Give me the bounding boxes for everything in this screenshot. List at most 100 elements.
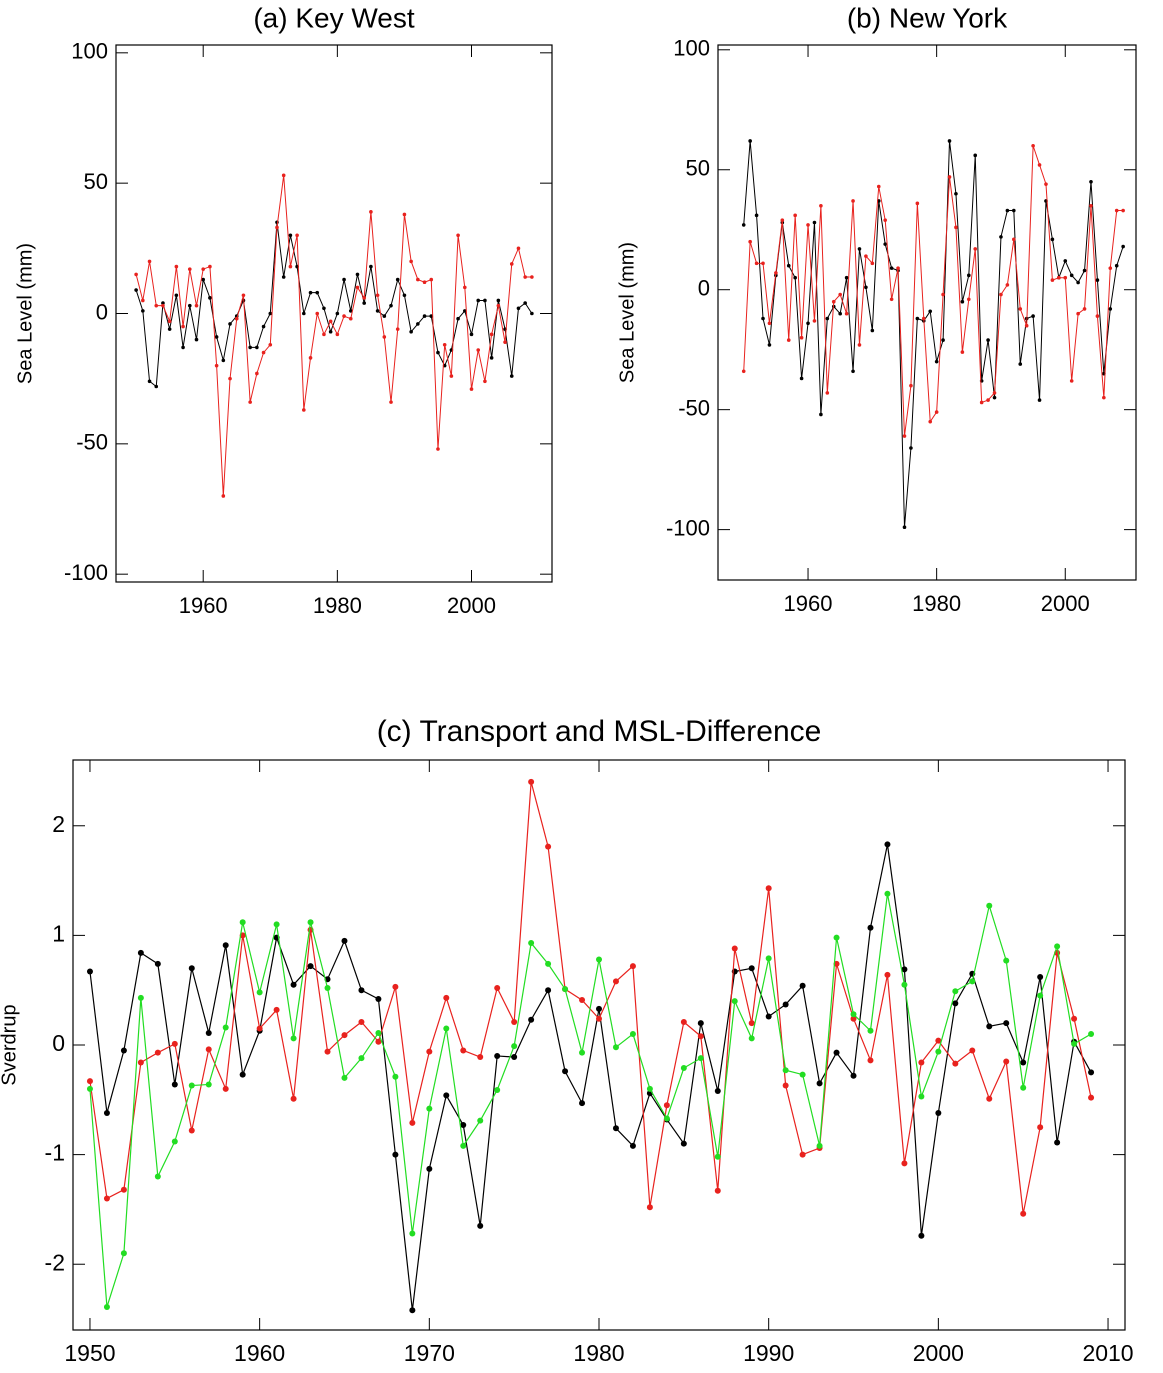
data-point (460, 1122, 467, 1129)
data-point (205, 1029, 212, 1036)
data-point (134, 272, 138, 277)
plot-frame (72, 759, 1126, 1331)
data-point (1005, 208, 1010, 213)
data-point (1069, 273, 1074, 278)
data-point (362, 296, 366, 300)
data-point (952, 1060, 959, 1067)
y-tick-label: 1 (52, 920, 65, 946)
data-point (86, 1078, 93, 1085)
data-point (315, 311, 320, 316)
data-point (281, 275, 286, 279)
data-point (187, 303, 192, 308)
data-point (395, 327, 400, 331)
y-tick-label: 0 (698, 276, 710, 301)
data-point (137, 1059, 144, 1066)
data-point (221, 358, 226, 363)
data-point (1020, 1084, 1027, 1091)
data-point (969, 1047, 976, 1054)
data-point (281, 173, 286, 178)
data-point (928, 309, 933, 314)
data-point (960, 299, 965, 304)
data-point (697, 1033, 704, 1040)
data-point (825, 316, 830, 321)
data-point (973, 153, 978, 158)
data-point (348, 309, 353, 313)
data-point (867, 1057, 874, 1064)
data-point (967, 273, 971, 278)
data-point (256, 989, 263, 996)
data-point (214, 363, 219, 368)
data-point (870, 261, 875, 266)
data-point (793, 275, 797, 280)
data-point (714, 1088, 721, 1095)
data-point (806, 321, 810, 326)
data-point (496, 303, 501, 308)
data-point (476, 348, 481, 352)
data-point (947, 139, 952, 143)
x-tick-label: 2010 (1082, 1340, 1133, 1366)
data-point (375, 995, 382, 1002)
data-point (767, 343, 772, 347)
data-point (973, 247, 978, 251)
data-point (477, 1117, 484, 1124)
data-point (867, 1027, 874, 1034)
data-point (171, 1040, 178, 1047)
data-point (1089, 203, 1093, 208)
data-point (901, 1160, 908, 1167)
data-point (748, 139, 752, 143)
data-point (761, 316, 765, 321)
data-point (741, 369, 746, 374)
data-point (1063, 259, 1068, 263)
data-point (1054, 943, 1061, 950)
plot-frame (115, 44, 553, 583)
data-point (851, 369, 855, 374)
data-point (426, 1165, 433, 1172)
data-point (799, 335, 804, 340)
data-point (629, 1142, 636, 1149)
data-point (268, 342, 273, 347)
data-point (714, 1187, 721, 1194)
data-point (819, 203, 823, 208)
data-point (161, 301, 165, 305)
data-point (748, 239, 752, 244)
data-point (382, 314, 387, 318)
x-tick-label: 1960 (179, 593, 228, 618)
data-point (857, 343, 862, 347)
plot-frame (717, 44, 1137, 581)
data-point (295, 233, 299, 238)
data-point (1069, 379, 1074, 383)
data-point (1054, 1139, 1061, 1146)
data-point (436, 447, 440, 451)
y-tick-label: -2 (45, 1249, 65, 1275)
x-tick-label: 1960 (234, 1340, 285, 1366)
data-point (443, 1092, 450, 1099)
y-tick-label: -50 (678, 395, 710, 420)
data-point (1114, 208, 1119, 213)
data-point (528, 1016, 535, 1023)
panel: (c) Transport and MSL-Difference Sverdrup… (0, 715, 1134, 1366)
data-point (449, 374, 454, 378)
data-point (389, 303, 393, 308)
data-point (731, 945, 738, 952)
data-point (596, 1005, 602, 1012)
data-point (516, 246, 521, 251)
data-point (883, 242, 887, 246)
data-point (358, 1018, 365, 1025)
data-point (167, 327, 172, 331)
data-point (208, 296, 212, 300)
data-point (375, 309, 380, 313)
data-point (999, 235, 1003, 239)
data-point (369, 264, 373, 269)
data-point (934, 359, 939, 364)
data-point (322, 332, 326, 337)
x-tick-label: 1970 (404, 1340, 455, 1366)
data-point (248, 345, 252, 350)
data-point (545, 960, 552, 967)
data-point (562, 986, 569, 993)
data-point (402, 293, 407, 298)
data-point (328, 319, 333, 324)
data-point (896, 266, 900, 270)
data-point (1108, 307, 1113, 311)
data-point (979, 400, 984, 405)
